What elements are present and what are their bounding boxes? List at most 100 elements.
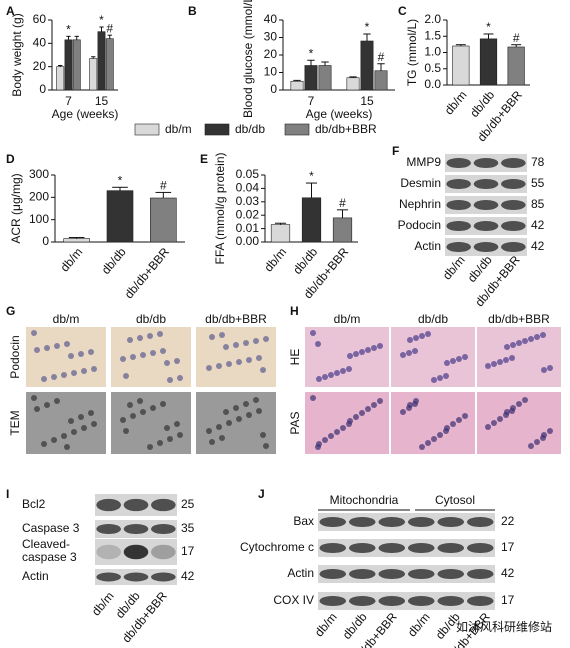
blot-band (123, 544, 149, 560)
nucleus (233, 405, 239, 411)
blot-label: caspase 3 (22, 550, 77, 564)
y-tick-label: 2.0 (424, 12, 441, 26)
significance-marker: * (99, 13, 104, 27)
nucleus (51, 437, 57, 443)
bar (346, 77, 360, 91)
nucleus (509, 355, 515, 361)
bar (374, 70, 388, 91)
legend-swatch (134, 123, 160, 136)
legend-label: db/db (235, 122, 265, 136)
y-tick-label: 300 (29, 167, 49, 181)
y-axis-title: TG (mmol/L) (405, 19, 419, 86)
blot-band (378, 542, 406, 554)
nucleus (310, 330, 316, 336)
nucleus (534, 439, 540, 445)
nucleus (485, 424, 491, 430)
kda-label: 17 (181, 544, 195, 558)
nucleus (167, 436, 173, 442)
nucleus (340, 425, 346, 431)
nucleus (365, 406, 371, 412)
nucleus (450, 358, 456, 364)
legend-swatch (284, 123, 310, 136)
nucleus (120, 417, 126, 423)
nucleus (406, 350, 412, 356)
x-tick-label: 15 (360, 94, 374, 108)
nucleus (462, 354, 468, 360)
nucleus (503, 357, 509, 363)
panel-letter: D (6, 152, 15, 166)
bar (106, 190, 134, 243)
kda-label: 42 (531, 239, 545, 253)
blot-band (473, 199, 499, 211)
nucleus (68, 353, 74, 359)
nucleus (44, 345, 50, 351)
blot-band (348, 516, 376, 528)
x-axis-title: Age (weeks) (306, 107, 373, 121)
group-header: Cytosol (435, 493, 475, 507)
y-tick-label: 1.5 (424, 28, 441, 42)
nucleus (443, 428, 449, 434)
y-axis-title: FFA (mmol/g protein) (213, 152, 227, 264)
blot-band (319, 516, 347, 528)
blot-band (319, 595, 347, 607)
significance-marker: # (160, 179, 167, 193)
nucleus (216, 424, 222, 430)
nucleus (219, 332, 225, 338)
kda-label: 85 (531, 197, 545, 211)
blot-label: Cleaved- (22, 537, 70, 551)
nucleus (485, 363, 491, 369)
y-tick-label: 60 (33, 12, 47, 26)
blot-band (123, 572, 149, 582)
x-tick-label: 7 (308, 94, 315, 108)
blot-band (123, 523, 149, 535)
nucleus (160, 401, 166, 407)
nucleus (150, 350, 156, 356)
blot-band (319, 542, 347, 554)
blot-label: COX IV (273, 593, 314, 607)
blot-band (466, 516, 494, 528)
nucleus (365, 347, 371, 353)
column-header: db/m (334, 312, 361, 326)
nucleus (431, 377, 437, 383)
nucleus (547, 428, 553, 434)
bar (507, 46, 525, 86)
blot-label: Podocin (398, 218, 441, 232)
nucleus (328, 433, 334, 439)
panel-letter: H (290, 304, 299, 318)
blot-band (407, 568, 435, 580)
nucleus (177, 432, 183, 438)
nucleus (233, 342, 239, 348)
column-header: db/db (418, 312, 448, 326)
blot-label: Cytochrome c (240, 540, 314, 554)
nucleus (54, 343, 60, 349)
y-axis-title: Body weight (g) (10, 13, 24, 96)
panel-letter: J (258, 487, 265, 501)
nucleus (412, 401, 418, 407)
bar (360, 40, 374, 91)
nucleus (497, 416, 503, 422)
blot-band (501, 220, 526, 232)
nucleus (359, 349, 365, 355)
nucleus (263, 443, 269, 449)
nucleus (34, 406, 40, 412)
y-tick-label: 0.02 (236, 207, 260, 221)
panel-letter: E (200, 152, 208, 166)
y-tick-label: 0.0 (424, 77, 441, 91)
nucleus (400, 409, 406, 415)
micrograph (26, 327, 106, 387)
bar (318, 65, 332, 91)
bar (56, 66, 65, 91)
lane-label: db/m (405, 610, 433, 639)
nucleus (377, 398, 383, 404)
blot-band (151, 498, 176, 512)
blot-band (446, 199, 471, 211)
bar (301, 197, 322, 243)
kda-label: 17 (501, 593, 515, 607)
blot-band (378, 516, 406, 528)
nucleus (431, 436, 437, 442)
nucleus (64, 444, 70, 450)
blot-band (473, 220, 499, 232)
nucleus (243, 340, 249, 346)
nucleus (541, 367, 547, 373)
nucleus (223, 344, 229, 350)
